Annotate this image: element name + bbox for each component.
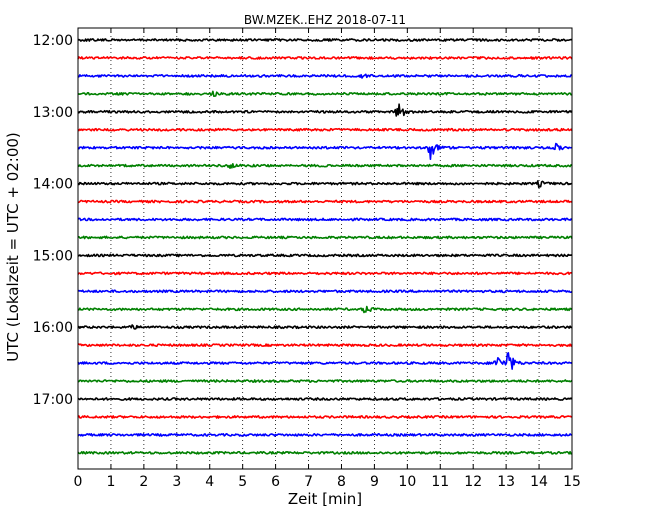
x-tick-label: 6 (271, 474, 280, 490)
trace-1530 (77, 289, 573, 294)
trace-1215 (77, 56, 573, 60)
x-tick-label: 2 (139, 474, 148, 490)
trace-1230 (77, 73, 573, 79)
trace-1200 (77, 38, 573, 42)
x-tick-label: 15 (563, 474, 581, 490)
x-tick-label: 12 (464, 474, 482, 490)
plot-frame (77, 27, 573, 470)
y-axis-label: UTC (Lokalzeit = UTC + 02:00) (4, 132, 22, 362)
x-tick-label: 1 (106, 474, 115, 490)
trace-1700 (77, 397, 573, 401)
trace-1600 (77, 324, 573, 330)
x-tick-label: 10 (398, 474, 416, 490)
trace-1630 (77, 352, 573, 370)
x-tick-label: 13 (497, 474, 515, 490)
y-tick-label: 17:00 (33, 392, 73, 408)
trace-1400 (77, 180, 573, 189)
x-tick-label: 4 (205, 474, 214, 490)
chart-title: BW.MZEK..EHZ 2018-07-11 (244, 13, 406, 27)
trace-1245 (77, 90, 573, 97)
y-axis: 12:00 13:00 14:00 15:00 16:00 17:00 (33, 33, 572, 408)
trace-1300 (77, 103, 573, 117)
trace-1415 (77, 199, 573, 204)
trace-1745 (77, 450, 573, 455)
x-tick-label: 11 (431, 474, 449, 490)
trace-1430 (77, 217, 573, 222)
x-tick-label: 0 (74, 474, 83, 490)
trace-1545 (77, 305, 573, 314)
trace-1730 (77, 432, 573, 437)
x-tick-label: 8 (337, 474, 346, 490)
x-tick-label: 7 (304, 474, 313, 490)
trace-1500 (77, 253, 573, 258)
trace-1345 (77, 163, 573, 170)
x-tick-label: 5 (238, 474, 247, 490)
traces (77, 38, 573, 455)
trace-1315 (77, 127, 573, 132)
y-tick-label: 14:00 (33, 177, 73, 193)
x-tick-label: 3 (172, 474, 181, 490)
y-tick-label: 15:00 (33, 248, 73, 264)
x-tick-label: 14 (530, 474, 548, 490)
y-tick-label: 16:00 (33, 320, 73, 336)
trace-1330 (77, 142, 573, 161)
trace-1445 (77, 235, 573, 240)
trace-1615 (77, 343, 573, 348)
trace-1515 (77, 271, 573, 276)
x-tick-label: 9 (370, 474, 379, 490)
trace-1715 (77, 415, 573, 419)
trace-1645 (77, 379, 573, 383)
grid (110, 28, 540, 469)
y-tick-label: 13:00 (33, 105, 73, 121)
x-axis: 0 1 2 3 4 5 6 7 8 9 10 11 12 13 14 15 (74, 28, 581, 490)
x-axis-label: Zeit [min] (288, 490, 362, 508)
y-tick-label: 12:00 (33, 33, 73, 49)
